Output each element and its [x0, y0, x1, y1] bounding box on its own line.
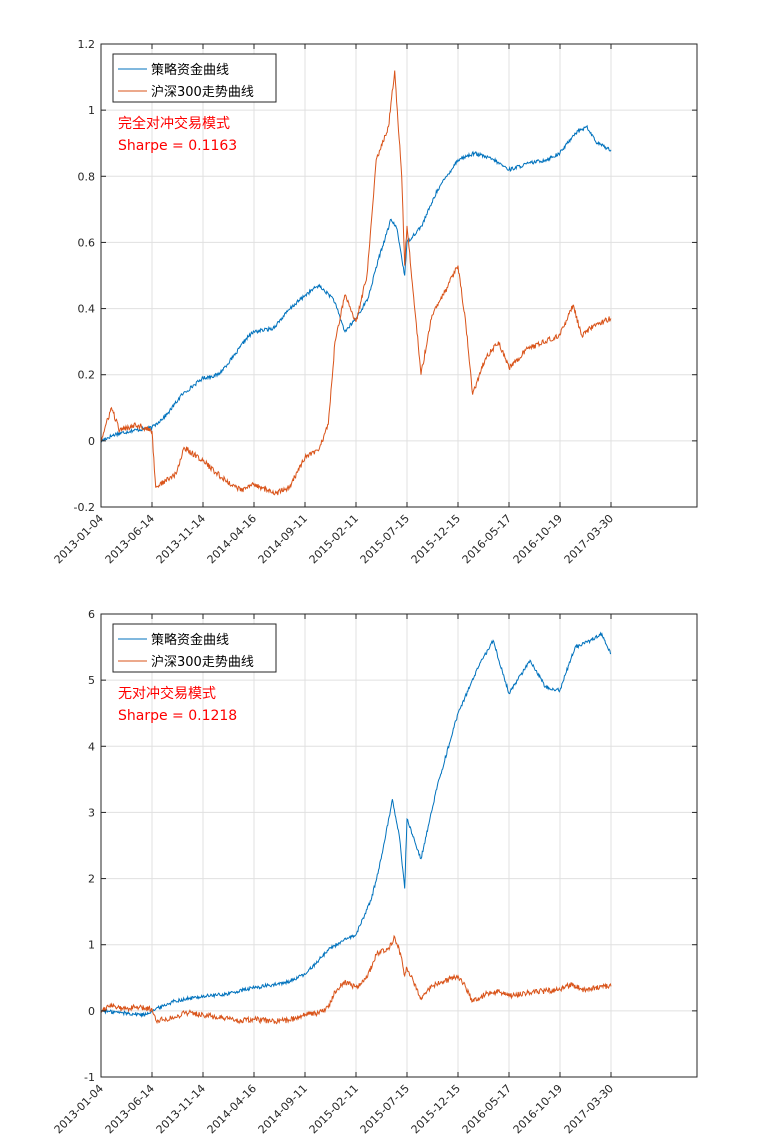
x-tick-label: 2014-09-11	[256, 512, 310, 566]
axes-box	[100, 613, 698, 1078]
x-tick-label: 2014-04-16	[205, 1082, 259, 1136]
y-tick-label: 0.6	[78, 236, 96, 249]
x-tick-label: 2016-05-17	[460, 1082, 514, 1136]
chart-1: -0.2 0 0.2 0.4 0.6 0.8 1 1.2 2013-01-042013-06-1…	[52, 38, 698, 566]
x-tick-label: 2016-10-19	[511, 512, 565, 566]
legend-entry: 策略资金曲线	[151, 62, 229, 78]
grid	[100, 43, 697, 508]
x-tick-label: 2013-11-14	[154, 512, 208, 566]
y-tick-label: 0.4	[78, 303, 96, 316]
x-tick-label: 2014-04-16	[205, 512, 259, 566]
x-tick-label: 2017-03-30	[562, 1082, 616, 1136]
y-tick-label: 2	[88, 873, 95, 886]
y-tick-label: 1.2	[78, 38, 96, 51]
mode-annotation: 无对冲交易模式	[118, 685, 216, 702]
plot-area	[101, 44, 697, 507]
legend-entry: 沪深300走势曲线	[151, 84, 254, 100]
x-tick-label: 2013-01-04	[52, 512, 106, 566]
y-tick-label: 3	[88, 806, 95, 819]
y-tick-label: 0	[88, 1005, 95, 1018]
legend-box	[112, 623, 277, 673]
mode-annotation: 完全对冲交易模式	[118, 115, 230, 132]
y-tick-label: -1	[84, 1071, 95, 1084]
x-tick-label: 2016-05-17	[460, 512, 514, 566]
legend-box	[112, 53, 277, 103]
series-line-benchmark	[100, 70, 612, 496]
x-tick-label: 2015-07-15	[358, 1082, 412, 1136]
plot-area	[101, 614, 697, 1077]
x-tick-label: 2015-02-11	[307, 1082, 361, 1136]
sharpe-annotation: Sharpe = 0.1163	[118, 138, 237, 154]
sharpe-annotation: Sharpe = 0.1218	[118, 708, 237, 724]
y-tick-label: 1	[88, 939, 95, 952]
legend-entry: 策略资金曲线	[151, 632, 229, 648]
x-tick-label: 2017-03-30	[562, 512, 616, 566]
series-line-benchmark	[100, 934, 612, 1025]
x-tick-label: 2013-11-14	[154, 1082, 208, 1136]
y-tick-label: 0.8	[78, 170, 96, 183]
y-tick-label: 6	[88, 608, 95, 621]
x-tick-label: 2015-12-15	[409, 512, 463, 566]
x-tick-label: 2015-12-15	[409, 1082, 463, 1136]
x-tick-label: 2014-09-11	[256, 1082, 310, 1136]
x-tick-label: 2015-02-11	[307, 512, 361, 566]
x-tick-label: 2016-10-19	[511, 1082, 565, 1136]
series-line-strategy	[100, 631, 612, 1018]
y-tick-label: -0.2	[74, 501, 95, 514]
y-tick-label: 1	[88, 104, 95, 117]
axes-box	[100, 43, 698, 508]
x-tick-label: 2013-06-14	[103, 512, 157, 566]
y-tick-label: 4	[88, 740, 95, 753]
chart-2: -101234562013-01-042013-06-142013-11-142…	[52, 608, 698, 1136]
y-tick-label: 0	[88, 435, 95, 448]
y-tick-label: 0.2	[78, 369, 96, 382]
y-tick-label: 5	[88, 674, 95, 687]
x-tick-label: 2013-06-14	[103, 1082, 157, 1136]
legend-entry: 沪深300走势曲线	[151, 654, 254, 670]
x-tick-label: 2015-07-15	[358, 512, 412, 566]
x-tick-label: 2013-01-04	[52, 1082, 106, 1136]
